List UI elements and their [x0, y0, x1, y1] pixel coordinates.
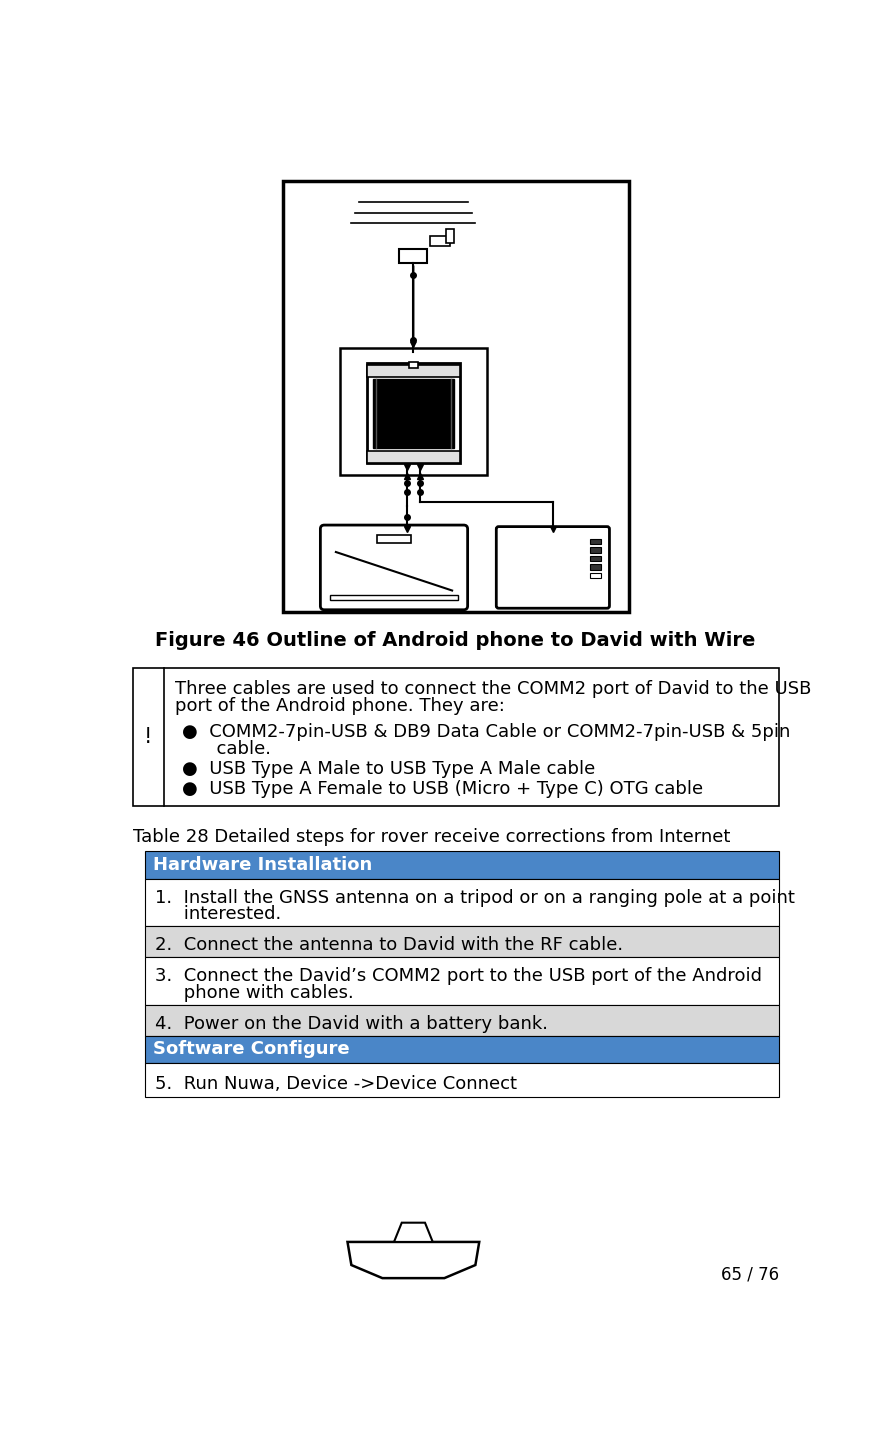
Bar: [377, 534, 411, 543]
Bar: [590, 547, 601, 553]
Bar: [446, 230, 453, 243]
Bar: [145, 1005, 779, 1035]
Bar: [590, 572, 601, 578]
Text: 2.  Connect the antenna to David with the RF cable.: 2. Connect the antenna to David with the…: [155, 936, 622, 954]
Text: 3.  Connect the David’s COMM2 port to the USB port of the Android: 3. Connect the David’s COMM2 port to the…: [155, 967, 762, 986]
Bar: [132, 667, 779, 807]
Bar: [399, 249, 428, 264]
Text: phone with cables.: phone with cables.: [155, 984, 353, 1002]
Text: Software Configure: Software Configure: [153, 1041, 349, 1059]
Polygon shape: [348, 1242, 479, 1278]
Text: ●  USB Type A Female to USB (Micro + Type C) OTG cable: ● USB Type A Female to USB (Micro + Type…: [182, 780, 703, 798]
Bar: [145, 926, 779, 957]
Bar: [373, 379, 453, 448]
Bar: [367, 364, 460, 463]
Bar: [145, 1063, 779, 1098]
Text: interested.: interested.: [155, 906, 281, 923]
Bar: [145, 850, 779, 878]
Text: ●  USB Type A Male to USB Type A Male cable: ● USB Type A Male to USB Type A Male cab…: [182, 760, 596, 778]
Text: ●  COMM2-7pin-USB & DB9 Data Cable or COMM2-7pin-USB & 5pin: ● COMM2-7pin-USB & DB9 Data Cable or COM…: [182, 724, 791, 741]
Text: cable.: cable.: [182, 740, 271, 759]
Bar: [331, 596, 458, 600]
Text: !: !: [144, 727, 153, 747]
Bar: [340, 348, 487, 475]
Text: 5.  Run Nuwa, Device ->Device Connect: 5. Run Nuwa, Device ->Device Connect: [155, 1075, 517, 1093]
Text: Figure 46 Outline of Android phone to David with Wire: Figure 46 Outline of Android phone to Da…: [156, 630, 756, 649]
Text: 1.  Install the GNSS antenna on a tripod or on a ranging pole at a point: 1. Install the GNSS antenna on a tripod …: [155, 888, 795, 907]
Polygon shape: [394, 1223, 433, 1242]
Text: Table 28 Detailed steps for rover receive corrections from Internet: Table 28 Detailed steps for rover receiv…: [132, 827, 730, 846]
Bar: [590, 556, 601, 561]
Bar: [590, 565, 601, 569]
Bar: [145, 878, 779, 926]
Text: Hardware Installation: Hardware Installation: [153, 856, 372, 874]
Bar: [284, 181, 629, 612]
Text: Three cables are used to connect the COMM2 port of David to the USB: Three cables are used to connect the COM…: [174, 680, 811, 697]
Bar: [430, 236, 450, 246]
Text: 4.  Power on the David with a battery bank.: 4. Power on the David with a battery ban…: [155, 1015, 548, 1032]
Text: port of the Android phone. They are:: port of the Android phone. They are:: [174, 697, 505, 715]
FancyBboxPatch shape: [496, 527, 610, 609]
Bar: [367, 451, 460, 463]
Bar: [409, 363, 418, 368]
Bar: [367, 365, 460, 377]
Bar: [145, 1035, 779, 1063]
FancyBboxPatch shape: [320, 526, 468, 610]
Bar: [145, 957, 779, 1005]
Text: 65 / 76: 65 / 76: [721, 1265, 779, 1284]
Bar: [590, 539, 601, 545]
